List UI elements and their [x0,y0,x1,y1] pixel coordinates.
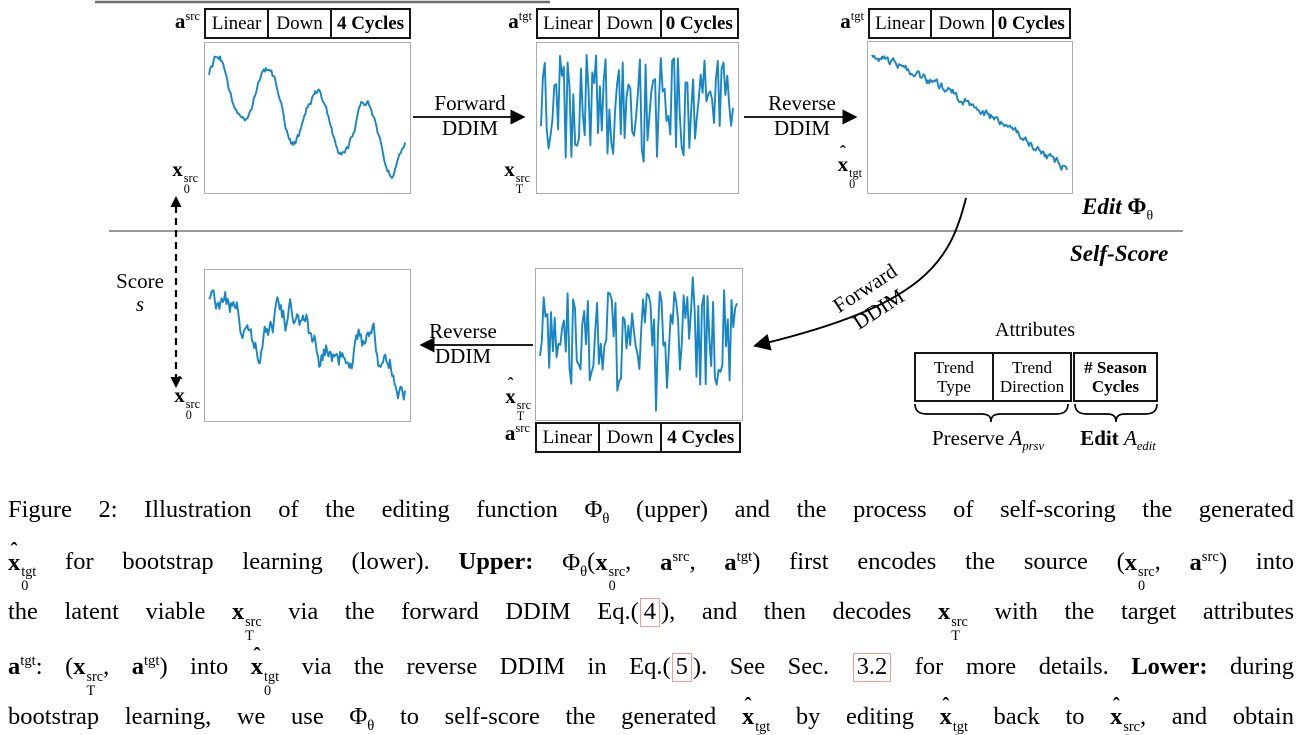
arrow-label-line2: DDIM [435,344,491,368]
attributes-cell-trend-type: Trend Type [916,354,992,400]
label-a-tgt-right: atgt [840,9,864,33]
figure-caption: Figure 2: Illustration of the editing fu… [8,491,1294,735]
arrow-label-line2: DDIM [774,116,830,140]
reverse-ddim-label-bottom: Reverse DDIM [408,319,518,369]
attributes-cell-trend-direction: Trend Direction [992,354,1070,400]
attr-cell-trend-type: Linear [211,12,262,34]
arrow-label-line1: Forward [434,91,506,115]
edit-section-label: Edit Φθ [1082,194,1154,223]
score-arrowhead-up [170,196,182,207]
edit-attrs-label: Edit Aedit [1080,426,1156,454]
attributes-edit-box: # Season Cycles [1073,352,1158,402]
attr-table-target-right: Linear Down 0 Cycles [868,8,1071,39]
attr-cell-season-cycles: 0 Cycles [659,10,737,37]
attr-cell-season-cycles: 4 Cycles [660,424,739,451]
attr-cell-trend-type: Linear [542,426,593,448]
caption-line-3: the latent viable x src T via the forward … [8,598,1294,644]
score-label: Score s [108,270,172,316]
cell-line2: Direction [999,377,1065,396]
attributes-title: Attributes [995,319,1075,341]
sec32-link[interactable]: 3.2 [852,653,892,682]
plot-x0-src [204,42,411,194]
arrow-label-line2: DDIM [442,116,498,140]
attr-cell-trend-type: Linear [543,12,593,34]
attr-cell-trend-direction: Down [267,10,330,37]
plot-xT-src-noise [536,42,739,194]
cell-line1: Trend [1012,358,1052,377]
attr-cell-season-cycles: 4 Cycles [330,10,409,37]
attributes-preserve-box: Trend Type Trend Direction [914,352,1072,402]
plot-xhat0-tgt [867,41,1073,194]
score-word: Score [116,269,164,293]
preserve-attrs-label: Preserve Aprsv [931,426,1045,454]
caption-line-1: Figure 2: Illustration of the editing fu… [8,496,1294,527]
forward-ddim-label-top: Forward DDIM [415,91,525,141]
label-a-src-top: asrc [174,9,200,33]
eq4-link[interactable]: 4 [639,598,660,627]
cell-line1: Trend [934,358,974,377]
cell-line1: # Season [1084,358,1147,377]
eq5-link[interactable]: 5 [671,653,692,682]
attr-cell-trend-direction: Down [597,424,661,451]
arrow-label-line1: Reverse [429,319,497,343]
self-score-section-label: Self-Score [1070,241,1169,266]
attr-cell-season-cycles: 0 Cycles [991,10,1069,37]
cell-line2: Cycles [1091,377,1140,396]
attr-cell-trend-direction: Down [929,10,992,37]
forward-ddim-label-curved: Forward DDIM [800,240,945,358]
edit-underbrace [1074,403,1158,423]
score-symbol: s [135,292,145,316]
label-x0-src: x src 0 [172,157,198,197]
attr-table-source-top: Linear Down 4 Cycles [204,8,411,39]
label-xT-src: x src T [504,157,530,197]
reverse-ddim-label-top: Reverse DDIM [747,91,857,141]
caption-line-5: bootstrap learning, we use Φθ to self-sc… [8,698,1294,735]
cell-line2: Type [937,377,971,396]
label-a-src-bottom: asrc [504,421,530,445]
arrow-label-line1: Reverse [768,91,836,115]
attr-table-target-mid: Linear Down 0 Cycles [536,8,739,39]
attr-table-source-bottom: Linear Down 4 Cycles [535,422,741,453]
attributes-cell-season-cycles: # Season Cycles [1075,354,1156,400]
plot-xhat0-src [204,269,411,422]
preserve-underbrace [914,403,1069,423]
attr-cell-trend-type: Linear [875,12,925,34]
label-a-tgt-mid: atgt [508,9,532,33]
plot-xhatT-src-noise [535,268,743,421]
attr-cell-trend-direction: Down [597,10,660,37]
